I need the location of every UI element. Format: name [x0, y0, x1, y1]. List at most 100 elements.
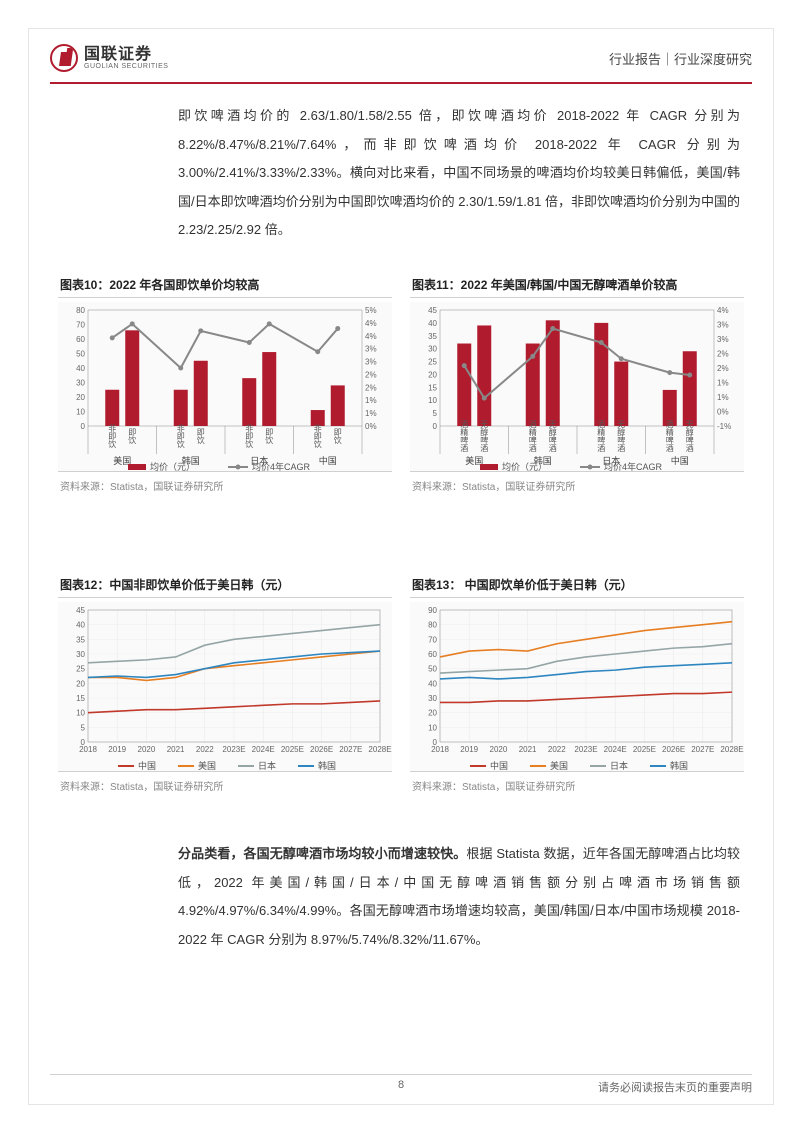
svg-text:均价（元）: 均价（元）	[150, 461, 195, 472]
svg-text:2023E: 2023E	[222, 745, 245, 754]
header-rule	[50, 82, 752, 84]
paragraph-2: 分品类看，各国无醇啤酒市场均较小而增速较快。根据 Statista 数据，近年各…	[178, 840, 740, 954]
svg-text:2023E: 2023E	[574, 745, 597, 754]
svg-text:酒精啤酒: 酒精啤酒	[528, 420, 537, 453]
svg-text:25: 25	[428, 358, 437, 367]
svg-text:日本: 日本	[610, 760, 628, 771]
svg-text:20: 20	[76, 679, 85, 688]
chart-10-source: 资料来源：Statista，国联证券研究所	[58, 472, 392, 493]
svg-text:无醇啤酒: 无醇啤酒	[685, 420, 694, 453]
paragraph-2-rest: 根据 Statista 数据，近年各国无醇啤酒占比均较低，2022 年美国/韩国…	[178, 846, 740, 947]
svg-text:70: 70	[428, 635, 437, 644]
svg-text:非即饮: 非即饮	[313, 423, 322, 449]
svg-text:2018: 2018	[79, 745, 97, 754]
svg-text:非即饮: 非即饮	[176, 423, 185, 449]
svg-text:50: 50	[428, 665, 437, 674]
chart-11: 图表11：2022 年美国/韩国/中国无醇啤酒单价较高 0 5 10 15 20 25 30…	[410, 270, 744, 493]
chart-13-title: 图表13： 中国即饮单价低于美日韩（元）	[410, 570, 744, 598]
svg-text:2024E: 2024E	[604, 745, 627, 754]
svg-text:非即饮: 非即饮	[108, 423, 117, 449]
svg-text:酒精啤酒: 酒精啤酒	[665, 420, 674, 453]
svg-text:2020: 2020	[138, 745, 156, 754]
svg-text:40: 40	[76, 364, 85, 373]
svg-text:3%: 3%	[717, 335, 729, 344]
chart-12-title: 图表12：中国非即饮单价低于美日韩（元）	[58, 570, 392, 598]
svg-text:无醇啤酒: 无醇啤酒	[617, 420, 626, 453]
svg-text:80: 80	[428, 621, 437, 630]
chart-11-source: 资料来源：Statista，国联证券研究所	[410, 472, 744, 493]
svg-text:40: 40	[428, 319, 437, 328]
svg-text:20: 20	[428, 370, 437, 379]
svg-text:非即饮: 非即饮	[245, 423, 254, 449]
svg-text:3%: 3%	[717, 321, 729, 330]
svg-text:30: 30	[428, 345, 437, 354]
charts-row-2: 图表12：中国非即饮单价低于美日韩（元） 0510152025303540452…	[58, 570, 744, 793]
chart-11-title: 图表11：2022 年美国/韩国/中国无醇啤酒单价较高	[410, 270, 744, 298]
footer-rule	[50, 1074, 752, 1075]
svg-text:4%: 4%	[717, 306, 729, 315]
svg-text:2022: 2022	[196, 745, 214, 754]
chart-13-source: 资料来源：Statista，国联证券研究所	[410, 772, 744, 793]
svg-text:1%: 1%	[717, 379, 729, 388]
svg-text:均价4年CAGR: 均价4年CAGR	[252, 461, 311, 472]
logo-cn: 国联证券	[84, 47, 168, 63]
svg-text:15: 15	[76, 694, 85, 703]
chart-12-svg: 0510152025303540452018201920202021202220…	[58, 602, 392, 772]
svg-text:40: 40	[428, 679, 437, 688]
svg-text:4%: 4%	[365, 332, 377, 341]
svg-text:1%: 1%	[365, 409, 377, 418]
svg-text:美国: 美国	[550, 760, 568, 771]
svg-text:4%: 4%	[365, 319, 377, 328]
svg-text:即饮: 即饮	[265, 428, 274, 445]
svg-text:60: 60	[428, 650, 437, 659]
svg-text:35: 35	[428, 332, 437, 341]
header-category: 行业报告｜行业深度研究	[609, 49, 752, 68]
svg-text:2022: 2022	[548, 745, 566, 754]
svg-text:40: 40	[76, 621, 85, 630]
svg-text:2028E: 2028E	[368, 745, 391, 754]
svg-text:2%: 2%	[717, 350, 729, 359]
svg-text:80: 80	[76, 306, 85, 315]
svg-text:-1%: -1%	[717, 422, 731, 431]
svg-text:2026E: 2026E	[662, 745, 685, 754]
logo-en: GUOLIAN SECURITIES	[84, 63, 168, 70]
chart-11-svg: 051015202530354045-1%0%1%1%2%2%3%3%4%酒精啤…	[410, 302, 744, 472]
svg-text:即饮: 即饮	[196, 428, 205, 445]
svg-text:20: 20	[428, 709, 437, 718]
svg-text:5: 5	[433, 409, 438, 418]
svg-text:45: 45	[76, 606, 85, 615]
page-header: 国联证券 GUOLIAN SECURITIES 行业报告｜行业深度研究	[50, 40, 752, 76]
svg-text:0: 0	[81, 422, 86, 431]
svg-text:0: 0	[433, 422, 438, 431]
svg-text:韩国: 韩国	[670, 760, 688, 771]
svg-text:无醇啤酒: 无醇啤酒	[480, 420, 489, 453]
chart-13: 图表13： 中国即饮单价低于美日韩（元） 0102030405060708090…	[410, 570, 744, 793]
svg-text:即饮: 即饮	[333, 428, 342, 445]
svg-text:30: 30	[76, 379, 85, 388]
svg-text:酒精啤酒: 酒精啤酒	[460, 420, 469, 453]
svg-text:2%: 2%	[365, 383, 377, 392]
footer-disclaimer: 请务必阅读报告末页的重要声明	[598, 1079, 752, 1095]
svg-text:2019: 2019	[108, 745, 126, 754]
svg-text:25: 25	[76, 665, 85, 674]
svg-text:5%: 5%	[365, 306, 377, 315]
svg-text:70: 70	[76, 321, 85, 330]
svg-text:2021: 2021	[519, 745, 537, 754]
svg-text:15: 15	[428, 383, 437, 392]
svg-text:20: 20	[76, 393, 85, 402]
svg-text:5: 5	[81, 723, 86, 732]
svg-text:韩国: 韩国	[318, 760, 336, 771]
svg-text:2024E: 2024E	[252, 745, 275, 754]
logo-icon	[50, 44, 78, 72]
chart-10-title: 图表10：2022 年各国即饮单价均较高	[58, 270, 392, 298]
svg-text:10: 10	[428, 396, 437, 405]
svg-text:2025E: 2025E	[633, 745, 656, 754]
chart-12: 图表12：中国非即饮单价低于美日韩（元） 0510152025303540452…	[58, 570, 392, 793]
svg-text:30: 30	[428, 694, 437, 703]
svg-text:1%: 1%	[365, 396, 377, 405]
svg-text:3%: 3%	[365, 345, 377, 354]
svg-text:2027E: 2027E	[691, 745, 714, 754]
svg-text:50: 50	[76, 350, 85, 359]
svg-text:均价（元）: 均价（元）	[502, 461, 547, 472]
chart-10: 图表10：2022 年各国即饮单价均较高 010203040506070800%…	[58, 270, 392, 493]
